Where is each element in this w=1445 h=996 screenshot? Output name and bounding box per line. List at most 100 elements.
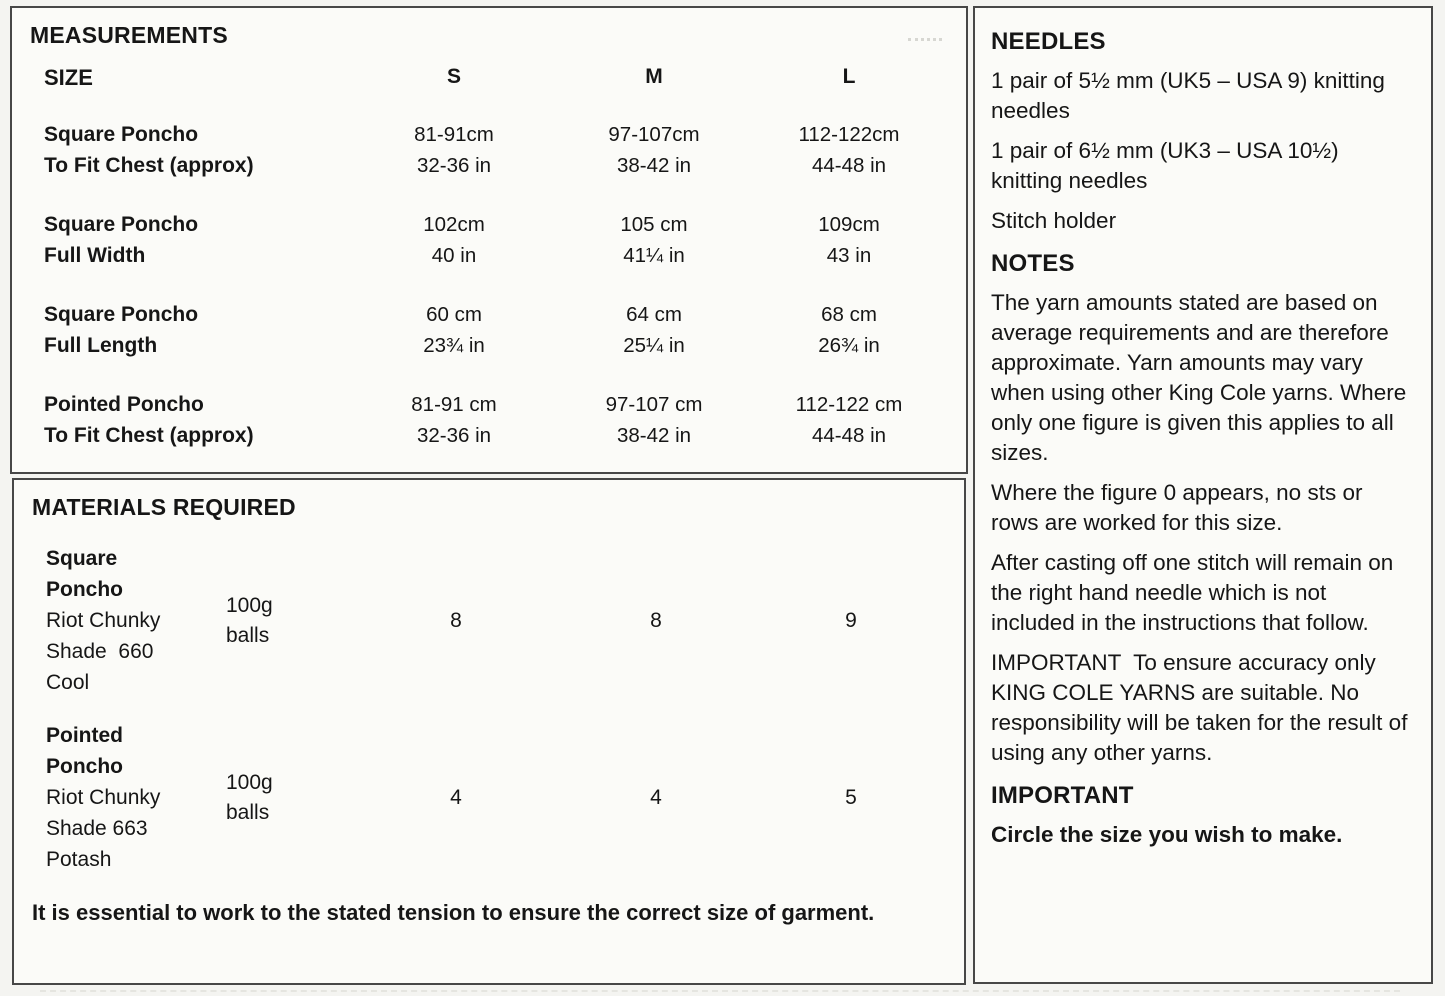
measurement-row-square-length: Square Poncho Full Length 60 cm 23¾ in 6… bbox=[12, 299, 966, 361]
quantity-m: 8 bbox=[650, 608, 662, 632]
value-cm: 68 cm bbox=[821, 303, 877, 326]
value-in: 26¾ in bbox=[818, 334, 880, 357]
measurement-value-m: 64 cm 25¼ in bbox=[554, 299, 754, 361]
yarn-name-line: Poncho bbox=[46, 755, 123, 778]
scan-artifact bbox=[40, 990, 1400, 992]
yarn-name-line: Riot Chunky bbox=[46, 786, 161, 809]
measurement-row-square-chest: Square Poncho To Fit Chest (approx) 81-9… bbox=[12, 119, 966, 181]
ball-unit-line: balls bbox=[226, 623, 270, 647]
value-cm: 105 cm bbox=[620, 213, 688, 236]
important-title: IMPORTANT bbox=[991, 782, 1134, 809]
materials-panel: MATERIALS REQUIRED Square Poncho Riot Ch… bbox=[12, 478, 966, 985]
measurement-value-l: 109cm 43 in bbox=[754, 209, 944, 271]
important-text: Circle the size you wish to make. bbox=[991, 822, 1343, 847]
measurement-label-line: Square Poncho bbox=[44, 123, 199, 146]
ball-unit: 100g balls bbox=[226, 591, 356, 651]
value-cm: 112-122cm bbox=[798, 123, 900, 146]
value-in: 41¼ in bbox=[623, 244, 685, 267]
ball-unit-line: 100g bbox=[226, 593, 273, 617]
quantity-m: 4 bbox=[650, 785, 662, 809]
value-in: 43 in bbox=[826, 244, 872, 267]
size-column-m: M bbox=[645, 65, 663, 88]
materials-title: MATERIALS REQUIRED bbox=[32, 494, 296, 520]
value-cm: 64 cm bbox=[626, 303, 682, 326]
notes-paragraph: After casting off one stitch will remain… bbox=[991, 550, 1400, 635]
value-in: 40 in bbox=[431, 244, 477, 267]
quantity-s: 8 bbox=[450, 608, 462, 632]
yarn-name: Square Poncho Riot Chunky Shade 660 Cool bbox=[46, 543, 226, 698]
value-cm: 81-91 cm bbox=[411, 393, 497, 416]
notes-paragraph: Where the figure 0 appears, no sts or ro… bbox=[991, 480, 1369, 535]
value-in: 44-48 in bbox=[811, 424, 887, 447]
measurement-label-line: Full Width bbox=[44, 244, 146, 267]
measurement-row-pointed-chest: Pointed Poncho To Fit Chest (approx) 81-… bbox=[12, 389, 966, 451]
value-cm: 112-122 cm bbox=[795, 393, 903, 416]
yarn-name-line: Potash bbox=[46, 848, 112, 871]
measurement-value-m: 105 cm 41¼ in bbox=[554, 209, 754, 271]
value-in: 32-36 in bbox=[416, 424, 492, 447]
measurement-value-s: 102cm 40 in bbox=[354, 209, 554, 271]
measurement-label-line: To Fit Chest (approx) bbox=[44, 424, 254, 447]
size-column-s: S bbox=[446, 65, 461, 88]
measurement-label-line: To Fit Chest (approx) bbox=[44, 154, 254, 177]
tension-note: It is essential to work to the stated te… bbox=[32, 900, 875, 925]
measurement-value-s: 81-91 cm 32-36 in bbox=[354, 389, 554, 451]
ball-unit-line: balls bbox=[226, 800, 270, 824]
measurement-value-m: 97-107cm 38-42 in bbox=[554, 119, 754, 181]
material-row-square-poncho: Square Poncho Riot Chunky Shade 660 Cool… bbox=[14, 543, 964, 698]
yarn-name-line: Shade 660 bbox=[46, 640, 154, 663]
notes-paragraph: The yarn amounts stated are based on ave… bbox=[991, 290, 1413, 465]
value-cm: 109cm bbox=[818, 213, 880, 236]
material-row-pointed-poncho: Pointed Poncho Riot Chunky Shade 663 Pot… bbox=[14, 720, 964, 875]
ball-unit-line: 100g bbox=[226, 770, 273, 794]
yarn-name-line: Cool bbox=[46, 671, 90, 694]
value-cm: 102cm bbox=[423, 213, 485, 236]
measurement-label: Square Poncho Full Length bbox=[44, 299, 354, 361]
scan-artifact bbox=[908, 38, 942, 41]
value-cm: 97-107 cm bbox=[605, 393, 703, 416]
notes-paragraph: IMPORTANT To ensure accuracy only KING C… bbox=[991, 650, 1414, 765]
quantity-l: 5 bbox=[845, 785, 857, 809]
measurement-value-s: 60 cm 23¾ in bbox=[354, 299, 554, 361]
measurement-value-l: 68 cm 26¾ in bbox=[754, 299, 944, 361]
notes-title: NOTES bbox=[991, 250, 1075, 277]
needles-item: 1 pair of 6½ mm (UK3 – USA 10½) knitting… bbox=[991, 138, 1345, 193]
value-in: 38-42 in bbox=[616, 154, 692, 177]
measurement-label: Pointed Poncho To Fit Chest (approx) bbox=[44, 389, 354, 451]
measurements-title: MEASUREMENTS bbox=[30, 22, 228, 48]
measurement-label-line: Square Poncho bbox=[44, 213, 199, 236]
measurement-label-line: Square Poncho bbox=[44, 303, 199, 326]
measurement-row-square-width: Square Poncho Full Width 102cm 40 in 105… bbox=[12, 209, 966, 271]
measurement-label: Square Poncho Full Width bbox=[44, 209, 354, 271]
measurements-panel: MEASUREMENTS SIZE S M L Square Poncho To… bbox=[10, 6, 968, 474]
value-cm: 97-107cm bbox=[608, 123, 700, 146]
quantity-s: 4 bbox=[450, 785, 462, 809]
value-in: 25¼ in bbox=[623, 334, 685, 357]
value-in: 23¾ in bbox=[423, 334, 485, 357]
measurement-label: Square Poncho To Fit Chest (approx) bbox=[44, 119, 354, 181]
measurement-label-line: Pointed Poncho bbox=[44, 393, 204, 416]
value-in: 32-36 in bbox=[416, 154, 492, 177]
needles-item: 1 pair of 5½ mm (UK5 – USA 9) knitting n… bbox=[991, 68, 1392, 123]
size-column-l: L bbox=[842, 65, 856, 88]
value-cm: 81-91cm bbox=[414, 123, 494, 146]
size-label: SIZE bbox=[44, 65, 93, 90]
value-cm: 60 cm bbox=[426, 303, 482, 326]
measurement-value-s: 81-91cm 32-36 in bbox=[354, 119, 554, 181]
value-in: 44-48 in bbox=[811, 154, 887, 177]
yarn-name-line: Square bbox=[46, 547, 118, 570]
measurement-value-l: 112-122cm 44-48 in bbox=[754, 119, 944, 181]
value-in: 38-42 in bbox=[616, 424, 692, 447]
measurement-value-m: 97-107 cm 38-42 in bbox=[554, 389, 754, 451]
yarn-name: Pointed Poncho Riot Chunky Shade 663 Pot… bbox=[46, 720, 226, 875]
needles-notes-panel: NEEDLES 1 pair of 5½ mm (UK5 – USA 9) kn… bbox=[973, 6, 1433, 984]
needles-item: Stitch holder bbox=[991, 208, 1117, 233]
measurement-label-line: Full Length bbox=[44, 334, 158, 357]
yarn-name-line: Shade 663 bbox=[46, 817, 148, 840]
yarn-name-line: Pointed bbox=[46, 724, 123, 747]
yarn-name-line: Poncho bbox=[46, 578, 123, 601]
size-header-row: SIZE S M L bbox=[12, 65, 966, 91]
ball-unit: 100g balls bbox=[226, 768, 356, 828]
needles-title: NEEDLES bbox=[991, 28, 1106, 55]
quantity-l: 9 bbox=[845, 608, 857, 632]
